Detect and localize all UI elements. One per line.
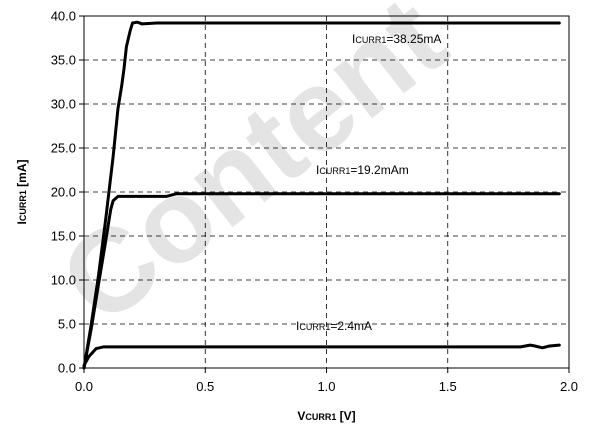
x-tick-label: 0.5 [196,379,214,394]
series-annotation-2: ICURR1=19.2mAm [316,163,409,177]
grid [84,16,569,368]
y-tick-label: 5.0 [58,317,76,332]
y-axis-label: ICURR1 [mA] [15,159,29,224]
series-annotations: ICURR1=38.25mA ICURR1=19.2mAm ICURR1=2.4mA [296,32,441,333]
y-tick-label: 10.0 [51,273,76,288]
y-tick-label: 30.0 [51,97,76,112]
x-tick-label: 2.0 [560,379,578,394]
series-line-2 [82,192,561,370]
series-line-1 [82,20,561,370]
x-tick-label: 1.0 [317,379,335,394]
series-lines [82,20,561,370]
series-annotation-1: ICURR1=38.25mA [352,32,441,46]
y-tick-label: 15.0 [51,229,76,244]
tick-labels: 0.0 0.5 1.0 1.5 2.0 0.0 5.0 10.0 15.0 20.0 25.0 30.… [51,9,578,395]
y-tick-label: 35.0 [51,53,76,68]
series-line-3 [82,343,561,367]
y-tick-label: 0.0 [58,361,76,376]
series-annotation-3: ICURR1=2.4mA [296,319,372,333]
y-tick-label: 40.0 [51,9,76,24]
x-axis-label: VCURR1 [V] [297,409,355,423]
y-tick-label: 25.0 [51,141,76,156]
x-tick-label: 0.0 [75,379,93,394]
x-tick-label: 1.5 [439,379,457,394]
y-tick-label: 20.0 [51,185,76,200]
